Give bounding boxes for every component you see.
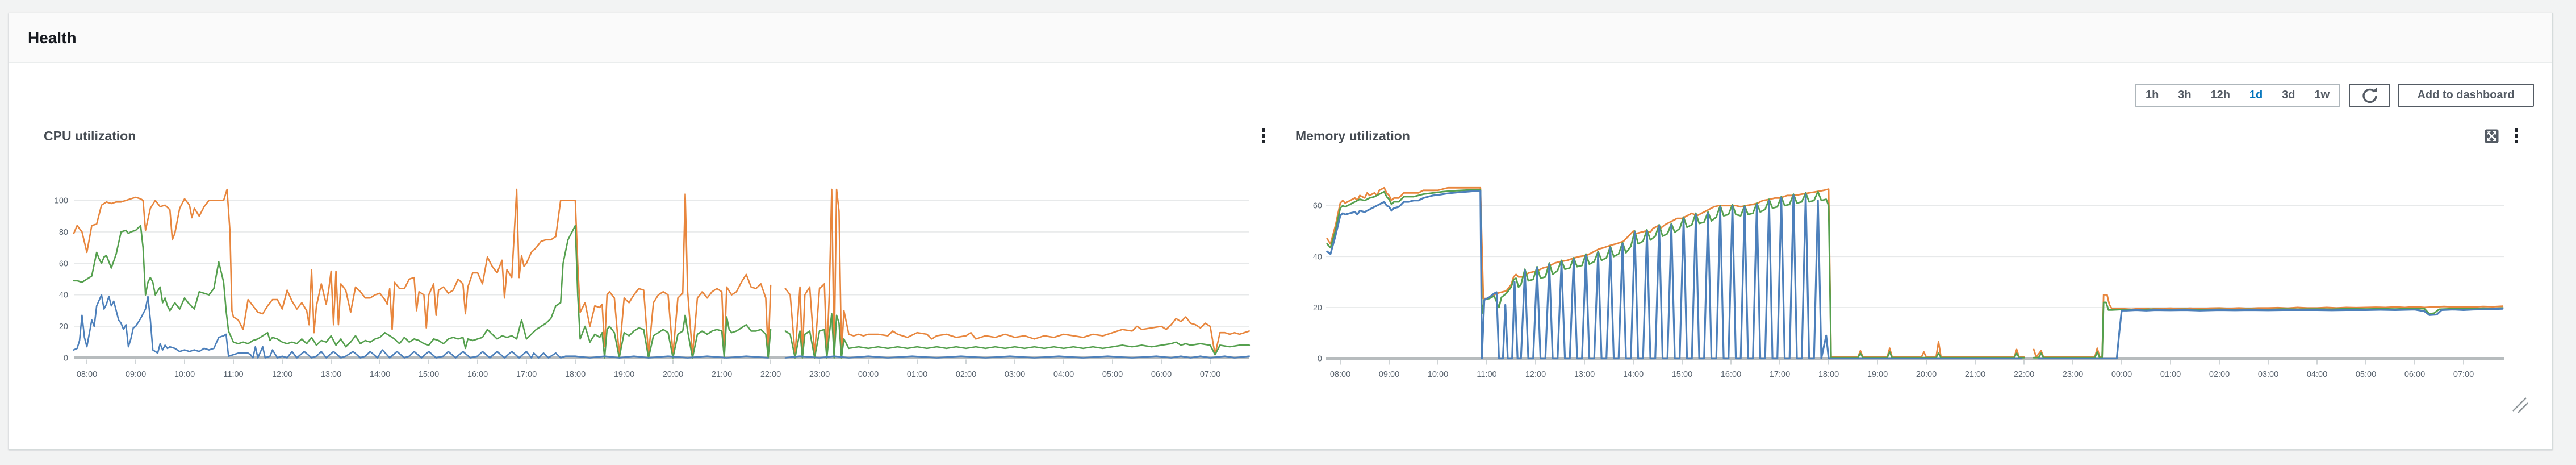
add-to-dashboard-button[interactable]: Add to dashboard bbox=[2398, 84, 2534, 107]
time-range-segmented-control[interactable]: 1h 3h 12h 1d 3d 1w bbox=[2135, 84, 2340, 107]
time-range-1d[interactable]: 1d bbox=[2249, 89, 2263, 101]
health-card-header: Health bbox=[9, 13, 2552, 63]
memory-widget-title: Memory utilization bbox=[1295, 128, 1410, 143]
memory-widget-enlarge-button[interactable] bbox=[2483, 128, 2499, 144]
memory-widget-menu-button[interactable] bbox=[2510, 126, 2523, 146]
enlarge-icon bbox=[2485, 129, 2498, 143]
time-range-12h[interactable]: 12h bbox=[2210, 89, 2230, 101]
refresh-icon bbox=[2362, 86, 2377, 103]
page-title: Health bbox=[28, 29, 77, 47]
kebab-menu-icon bbox=[1262, 128, 1265, 143]
time-range-3h[interactable]: 3h bbox=[2178, 89, 2192, 101]
widget-resize-handle[interactable] bbox=[2510, 396, 2531, 415]
time-range-1h[interactable]: 1h bbox=[2145, 89, 2159, 101]
cpu-widget-title: CPU utilization bbox=[44, 128, 136, 143]
resize-grip-icon bbox=[2512, 397, 2528, 413]
kebab-menu-icon bbox=[2515, 128, 2518, 143]
health-card: Health bbox=[9, 13, 2553, 450]
refresh-button[interactable] bbox=[2349, 84, 2390, 107]
time-range-3d[interactable]: 3d bbox=[2282, 89, 2295, 101]
cpu-widget-menu-button[interactable] bbox=[1257, 126, 1270, 146]
time-range-1w[interactable]: 1w bbox=[2314, 89, 2330, 101]
